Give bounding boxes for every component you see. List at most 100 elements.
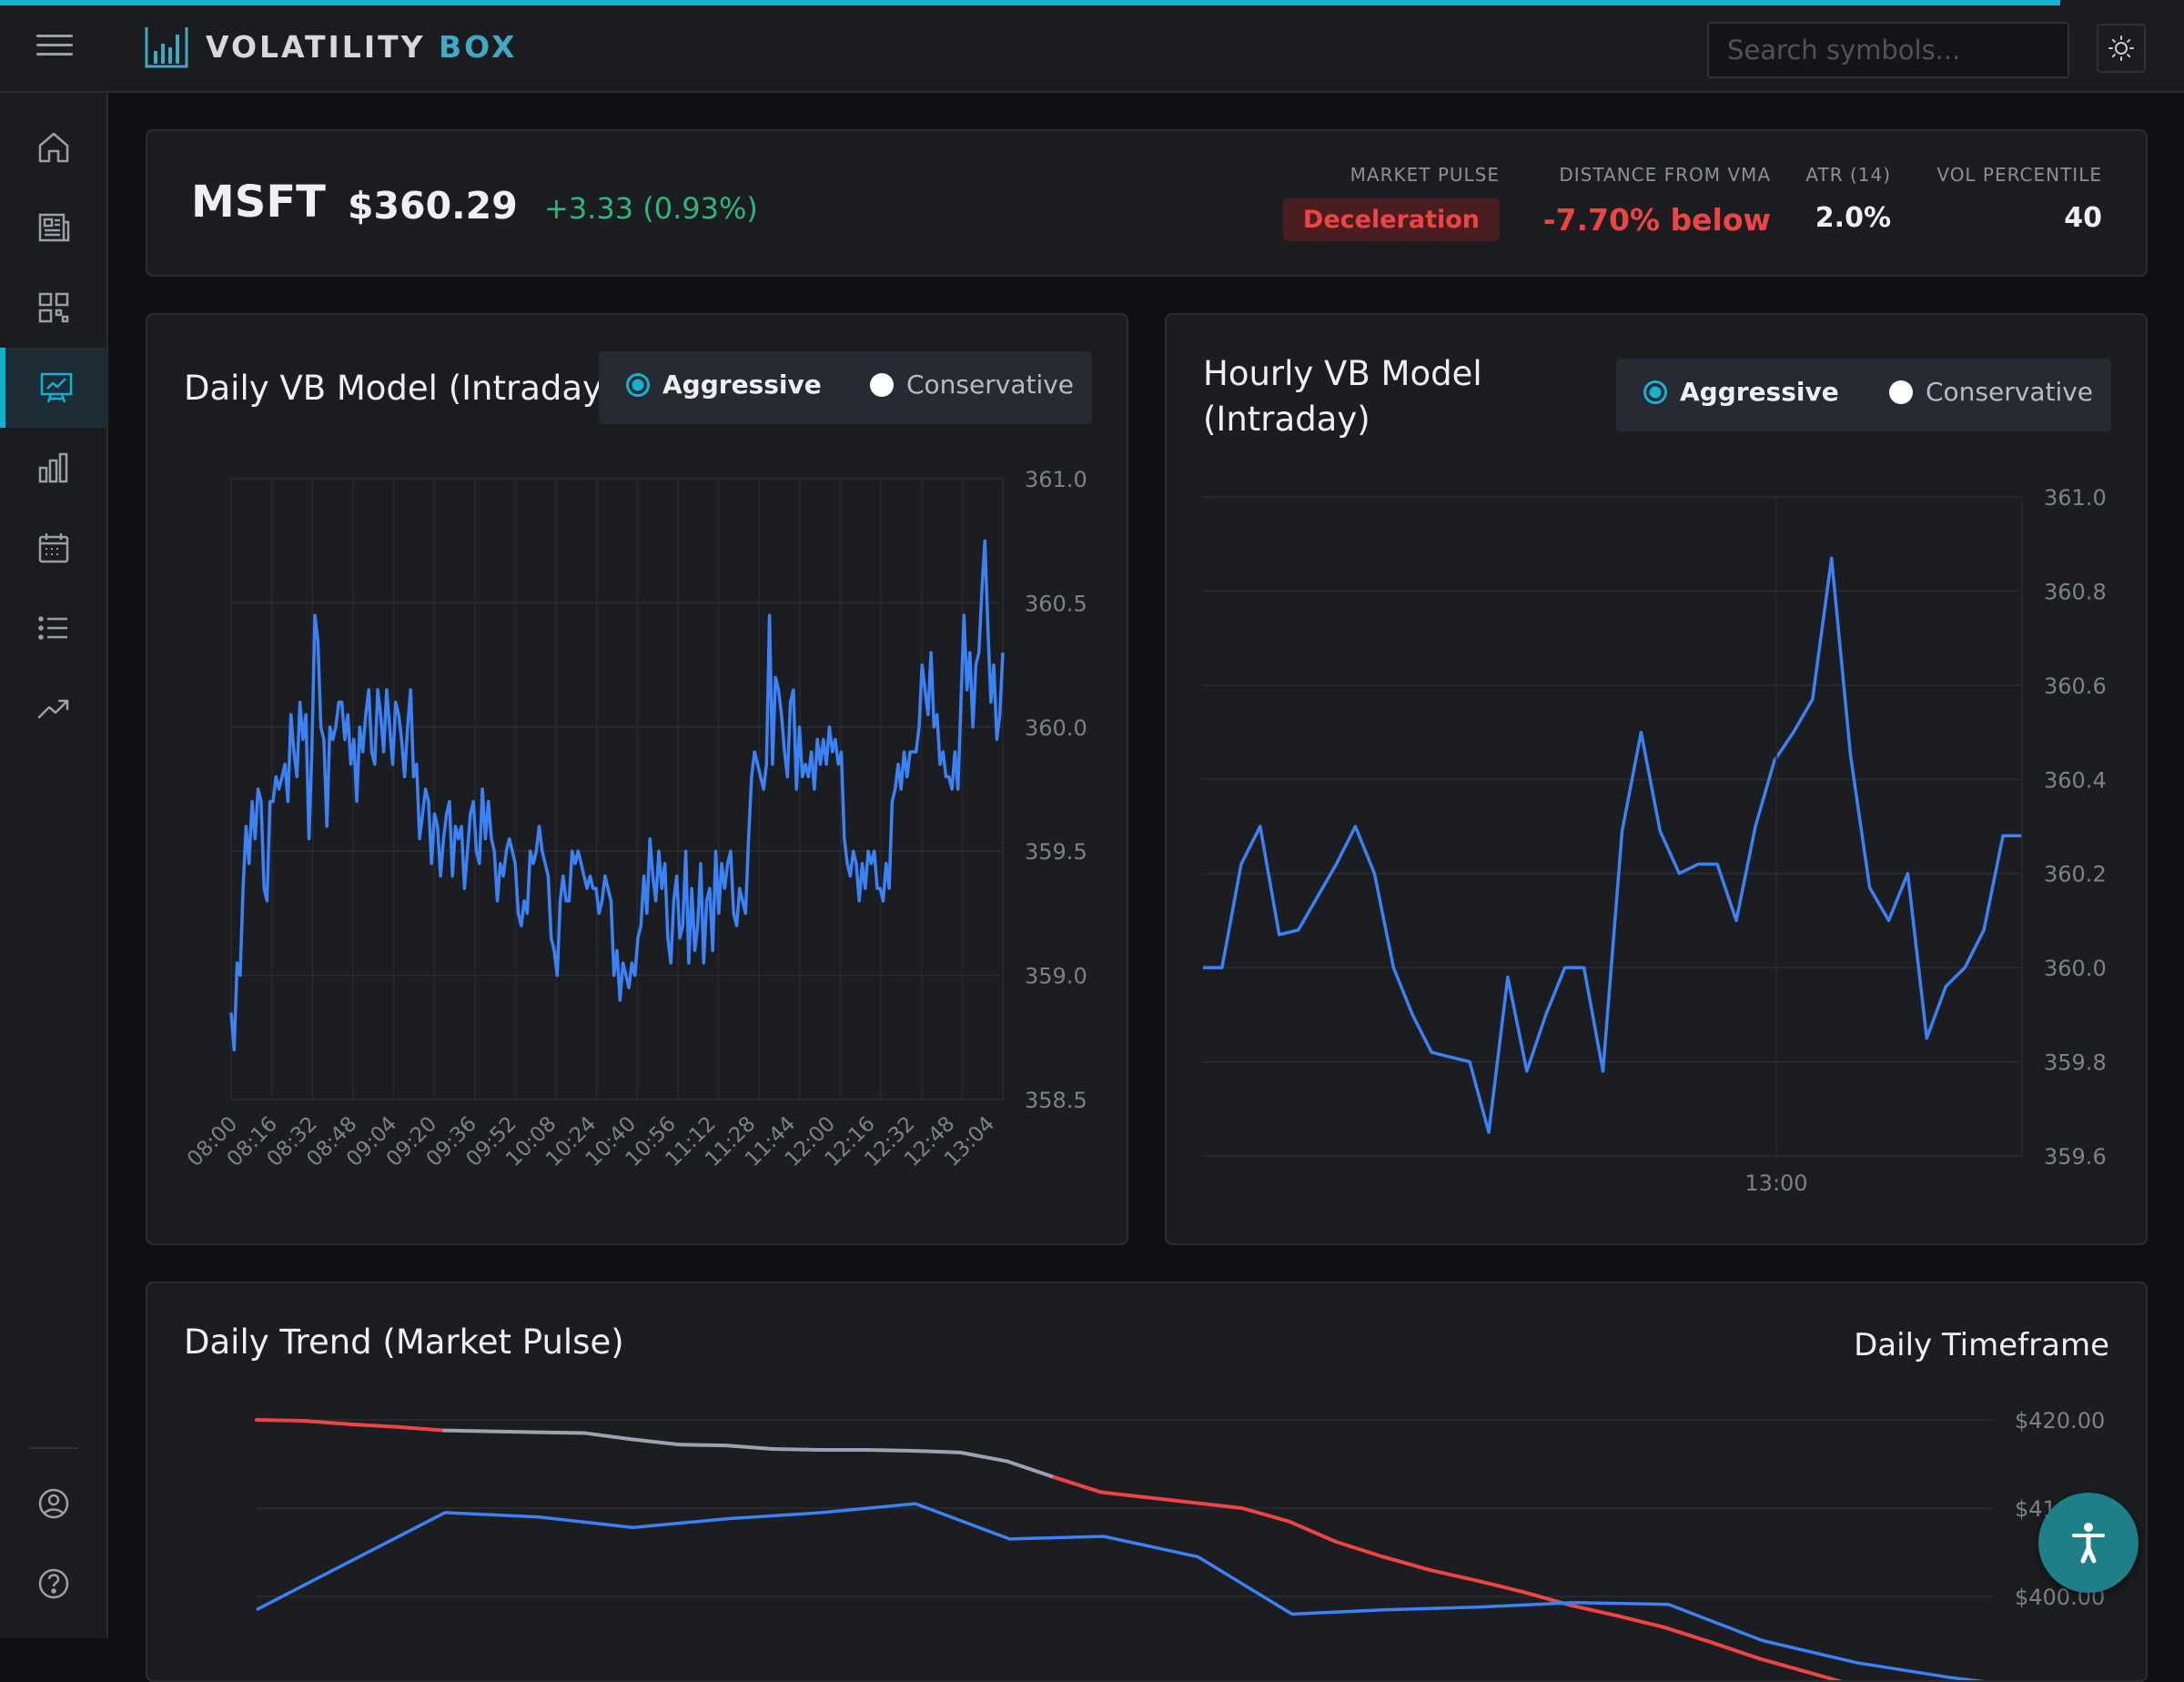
radio-unselected-icon <box>1889 380 1913 404</box>
trend-segment <box>349 1422 399 1429</box>
trend-segment <box>255 1418 306 1423</box>
y-tick-label: 359.0 <box>1025 964 1087 989</box>
sidebar-item-help[interactable] <box>0 1544 106 1624</box>
distance-label: DISTANCE FROM VMA <box>1559 164 1771 186</box>
sidebar-divider <box>29 1447 78 1449</box>
distance-value: -7.70% below <box>1542 202 1771 238</box>
radio-selected-icon <box>1643 380 1667 404</box>
sun-icon <box>2108 35 2134 61</box>
atr-label: ATR (14) <box>1805 164 1891 186</box>
bar-chart-icon <box>38 452 67 483</box>
series-line <box>256 1502 1985 1680</box>
sidebar-item-calendar[interactable] <box>0 508 106 588</box>
sidebar-item-news[interactable] <box>0 187 106 268</box>
market-pulse-label: MARKET PULSE <box>1350 164 1500 186</box>
trend-segment <box>864 1447 915 1453</box>
trend-segment <box>1287 1519 1339 1544</box>
hourly-vb-title-line1: Hourly VB Model <box>1203 354 1482 393</box>
sidebar-item-account[interactable] <box>0 1464 106 1544</box>
sidebar <box>0 93 108 1638</box>
top-bar: VOLATILITY BOX <box>0 0 2184 93</box>
user-circle-icon <box>38 1488 68 1519</box>
daily-trend-chart: $420.00$410.00$400.00 <box>255 1408 2105 1680</box>
hourly-vb-model-card: Hourly VB Model (Intraday) Aggressive Con… <box>1165 313 2148 1245</box>
logo-text-accent: BOX <box>439 28 518 65</box>
logo-chart-icon <box>145 27 188 68</box>
hourly-vb-title-line2: (Intraday) <box>1203 400 1370 439</box>
trend-segment <box>1663 1625 1714 1645</box>
hourly-option-aggressive-label: Aggressive <box>1680 377 1839 407</box>
daily-vb-model-card: Daily VB Model (Intraday) Aggressive Con… <box>146 313 1128 1245</box>
calendar-icon <box>38 533 68 563</box>
home-icon <box>38 132 68 163</box>
sidebar-item-trends[interactable] <box>0 668 106 748</box>
trend-segment <box>911 1448 963 1454</box>
timeframe-label: Daily Timeframe <box>1854 1327 2109 1363</box>
trend-segment <box>536 1430 587 1435</box>
trend-segment <box>1334 1539 1385 1559</box>
vol-percentile-value: 40 <box>2064 202 2102 234</box>
y-tick-label: 360.0 <box>1025 715 1087 741</box>
sidebar-item-analytics[interactable] <box>0 428 106 508</box>
market-pulse-badge: Deceleration <box>1282 198 1500 241</box>
atr-stat: ATR (14) 2.0% <box>1805 164 1891 234</box>
trend-segment <box>1615 1614 1667 1629</box>
search-input[interactable] <box>1707 22 2069 78</box>
newspaper-icon <box>38 213 69 242</box>
trend-segment <box>771 1447 822 1452</box>
trend-segment <box>630 1437 682 1447</box>
y-tick-label: 360.0 <box>2044 956 2107 981</box>
market-pulse-stat: MARKET PULSE Deceleration <box>1282 164 1500 241</box>
trend-segment <box>723 1444 775 1452</box>
page-load-progress-bar <box>0 0 2060 5</box>
hourly-model-toggle: Aggressive Conservative <box>1616 359 2111 431</box>
grid-icon <box>38 292 68 323</box>
ticker-change: +3.33 (0.93%) <box>544 191 758 226</box>
sidebar-item-charts[interactable] <box>0 348 106 428</box>
trend-segment <box>1006 1459 1057 1480</box>
trend-segment <box>1803 1669 1843 1680</box>
series-line <box>229 539 1005 1052</box>
series-line <box>1203 556 2022 1134</box>
theme-toggle-button[interactable] <box>2097 24 2146 73</box>
logo[interactable]: VOLATILITY BOX <box>144 24 518 69</box>
trend-segment <box>1428 1567 1479 1583</box>
trend-segment <box>442 1428 493 1434</box>
daily-trend-card: Daily Trend (Market Pulse) Daily Timefra… <box>146 1282 2148 1682</box>
y-tick-label: 359.8 <box>2044 1050 2107 1076</box>
hamburger-menu-icon[interactable] <box>36 35 73 62</box>
trend-segment <box>1756 1656 1807 1674</box>
daily-option-conservative[interactable]: Conservative <box>870 370 1074 400</box>
trend-segment <box>489 1429 541 1434</box>
trend-segment <box>1709 1640 1761 1660</box>
trend-segment <box>1146 1495 1198 1505</box>
trend-segment <box>1239 1506 1291 1524</box>
hourly-option-conservative[interactable]: Conservative <box>1889 377 2093 407</box>
hourly-vb-chart: 361.0 360.8 360.6 360.4 360.2 360.0 359.8 359.6… <box>1203 485 2107 1196</box>
sidebar-item-home[interactable] <box>0 107 106 187</box>
trend-segment <box>582 1431 634 1442</box>
y-tick-label: 360.8 <box>2044 579 2107 604</box>
y-tick-label: 359.5 <box>1025 839 1087 865</box>
sidebar-item-dashboard[interactable] <box>0 268 106 348</box>
trend-segment <box>1474 1578 1526 1595</box>
trend-segment <box>677 1443 728 1448</box>
ticker-price: $360.29 <box>348 184 518 228</box>
daily-option-conservative-label: Conservative <box>906 370 1075 400</box>
sidebar-item-list[interactable] <box>0 588 106 668</box>
hourly-option-conservative-label: Conservative <box>1926 377 2094 407</box>
accessibility-button[interactable] <box>2038 1493 2138 1593</box>
atr-value: 2.0% <box>1815 202 1891 234</box>
hourly-option-aggressive[interactable]: Aggressive <box>1643 377 1839 407</box>
y-tick-label: 361.0 <box>2044 485 2107 511</box>
daily-option-aggressive-label: Aggressive <box>662 370 822 400</box>
presentation-chart-icon <box>40 372 72 403</box>
vol-percentile-stat: VOL PERCENTILE 40 <box>1936 164 2102 234</box>
logo-text-main: VOLATILITY <box>206 28 426 65</box>
logo-text: VOLATILITY BOX <box>206 29 518 65</box>
daily-vb-chart: 361.0360.5360.0359.5359.0358.508:0008:16… <box>183 467 1087 1171</box>
daily-option-aggressive[interactable]: Aggressive <box>626 370 822 400</box>
trend-segment <box>958 1450 1010 1464</box>
y-tick-label: 360.2 <box>2044 862 2107 887</box>
trend-segment <box>1099 1490 1150 1500</box>
